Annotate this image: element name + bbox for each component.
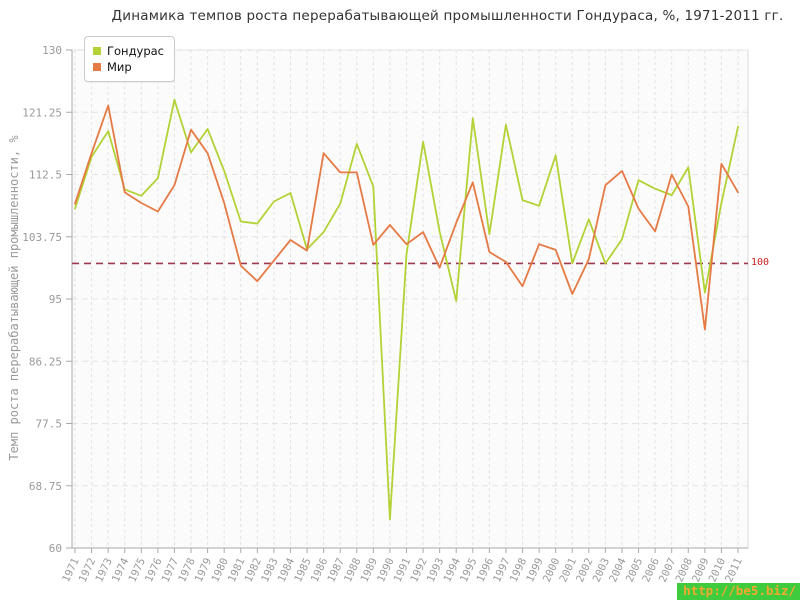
y-tick-label: 103.75 — [22, 231, 62, 244]
y-tick-label: 95 — [49, 293, 62, 306]
watermark-link[interactable]: http://be5.biz/ — [677, 583, 800, 600]
y-tick-label: 121.25 — [22, 106, 62, 119]
legend-item-world[interactable]: Мир — [93, 60, 164, 74]
y-tick-label: 86.25 — [29, 355, 62, 368]
legend-label-honduras: Гондурас — [107, 44, 164, 58]
y-tick-label: 60 — [49, 542, 62, 555]
y-tick-label: 77.5 — [36, 418, 63, 431]
x-tick-label: 2011 — [723, 556, 745, 584]
honduras-series-swatch — [93, 47, 101, 55]
legend: Гондурас Мир — [84, 36, 175, 82]
y-tick-label: 130 — [42, 44, 62, 57]
series-line-honduras — [74, 98, 739, 521]
world-series-swatch — [93, 63, 101, 71]
y-tick-label: 112.5 — [29, 169, 62, 182]
legend-item-honduras[interactable]: Гондурас — [93, 44, 164, 58]
series-line-world — [74, 104, 739, 331]
chart-title: Динамика темпов роста перерабатывающей п… — [111, 8, 784, 24]
y-tick-label: 68.75 — [29, 480, 62, 493]
legend-label-world: Мир — [107, 60, 132, 74]
reference-line-label: 100 — [751, 257, 770, 268]
